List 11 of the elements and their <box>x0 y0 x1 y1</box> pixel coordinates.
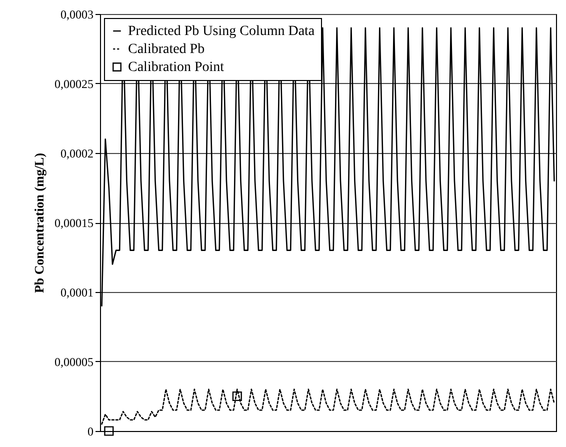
legend-label: Calibration Point <box>128 60 224 75</box>
legend-label: Calibrated Pb <box>128 42 205 57</box>
y-tick-label: 0,00025 <box>54 77 94 91</box>
y-tick-label: 0,0002 <box>60 146 94 160</box>
y-tick-label: 0,0001 <box>60 286 94 300</box>
y-tick-label: 0,0003 <box>60 8 94 22</box>
y-axis-title: Pb Concentration (mg/L) <box>32 152 46 294</box>
y-tick-label: 0,00015 <box>54 216 94 230</box>
legend-label: Predicted Pb Using Column Data <box>128 24 316 39</box>
y-tick-label: 0,00005 <box>54 355 94 369</box>
y-tick-label: 0 <box>88 424 94 438</box>
